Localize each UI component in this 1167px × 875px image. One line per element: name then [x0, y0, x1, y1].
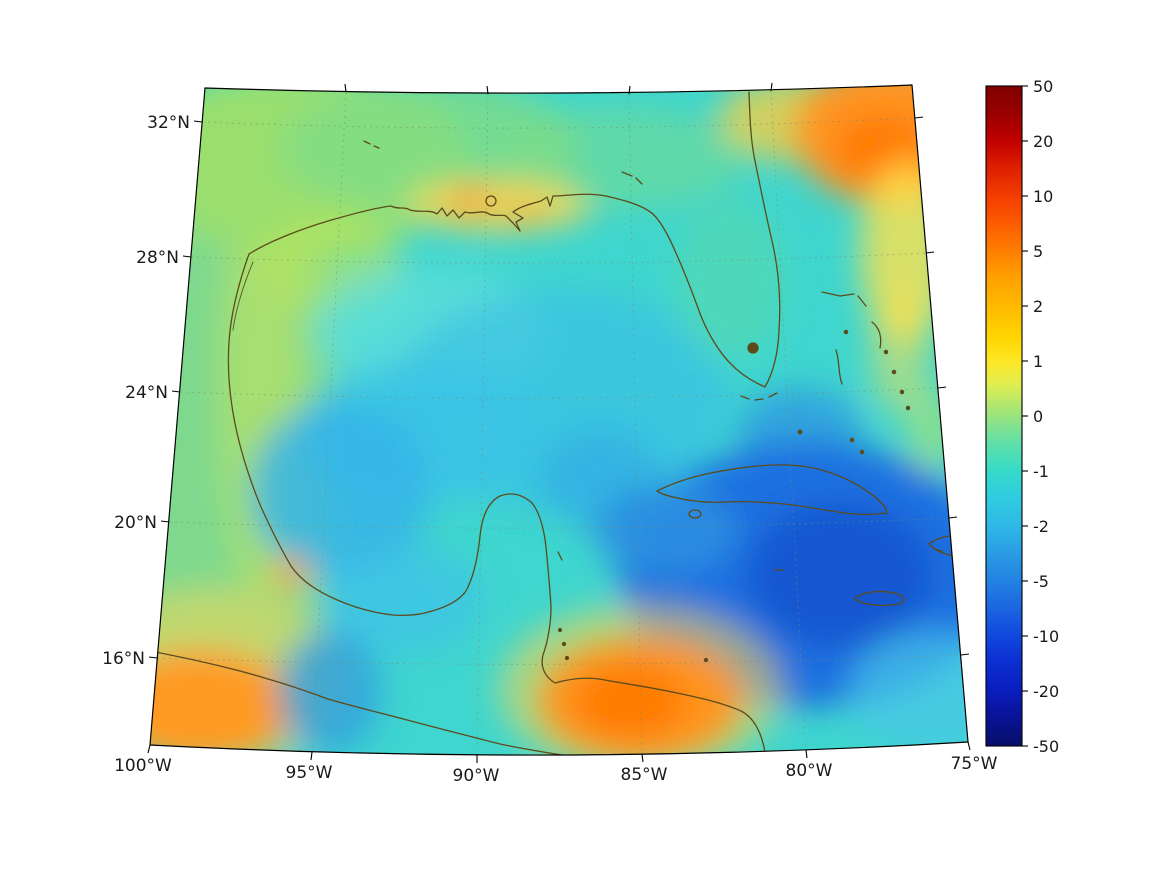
inland-lakes-texas: [363, 140, 380, 149]
cb-label-5: 5: [1033, 242, 1043, 261]
cb-label-20: 20: [1033, 132, 1053, 151]
lon-label-100w: 100°W: [114, 756, 172, 776]
cb-label-0: 0: [1033, 407, 1043, 426]
colorbar: 50 20 10 5 2 1 0 -1 -2 -5 -10 -20 -50: [985, 77, 1059, 756]
coast-cuba: [656, 464, 888, 516]
lat-labels: 32°N 28°N 24°N 20°N 16°N: [102, 113, 190, 669]
map-panel: [150, 85, 968, 756]
coast-mexico-yucatan: [227, 253, 766, 753]
lake-okeechobee: [747, 342, 759, 354]
cb-label-m1: -1: [1033, 462, 1049, 481]
lon-label-95w: 95°W: [286, 763, 333, 783]
belize-cay: [557, 627, 563, 633]
lat-label-32n: 32°N: [147, 113, 190, 133]
map-frame: [149, 84, 969, 756]
parallel-20n: [168, 517, 950, 529]
lat-label-24n: 24°N: [125, 383, 168, 403]
inland-marks-georgia: [621, 171, 643, 185]
lon-labels: 100°W 95°W 90°W 85°W 80°W 75°W: [114, 754, 998, 786]
lake-pontchartrain: [485, 195, 497, 207]
cb-label-2: 2: [1033, 297, 1043, 316]
graticule: [156, 90, 962, 756]
lat-label-16n: 16°N: [102, 649, 145, 669]
axis-ticks: [147, 82, 971, 763]
coast-us-gulf-florida: [248, 91, 781, 388]
cb-label-m2: -2: [1033, 517, 1049, 536]
parallel-16n: [156, 654, 962, 665]
swan-island: [703, 657, 709, 663]
cb-label-m20: -20: [1033, 682, 1059, 701]
lon-label-90w: 90°W: [453, 766, 500, 786]
coastlines: [150, 91, 968, 756]
cb-label-10: 10: [1033, 187, 1053, 206]
belize-cay: [561, 641, 567, 647]
belize-cay: [564, 655, 570, 661]
gonave-island: [933, 548, 943, 552]
colorbar-labels: 50 20 10 5 2 1 0 -1 -2 -5 -10 -20 -50: [1033, 77, 1059, 756]
bahamas-islands: [797, 291, 911, 455]
field-blobs: [150, 85, 968, 756]
lon-label-85w: 85°W: [621, 765, 668, 785]
lat-label-20n: 20°N: [114, 513, 157, 533]
coast-texas-barrier: [232, 261, 254, 331]
colorbar-ticks: [1022, 85, 1028, 747]
parallel-28n: [190, 252, 927, 264]
lat-label-28n: 28°N: [136, 248, 179, 268]
cb-label-50: 50: [1033, 77, 1053, 96]
coast-jamaica: [854, 590, 905, 607]
coast-pacific: [150, 650, 581, 756]
colorbar-gradient: [985, 85, 1023, 747]
florida-keys: [740, 392, 778, 401]
cb-label-m10: -10: [1033, 627, 1059, 646]
lon-label-75w: 75°W: [951, 754, 998, 774]
cb-label-m50: -50: [1033, 737, 1059, 756]
cb-label-m5: -5: [1033, 572, 1049, 591]
lon-label-80w: 80°W: [786, 761, 833, 781]
parallel-24n: [179, 387, 939, 399]
cozumel-island: [557, 551, 563, 561]
cb-label-1: 1: [1033, 352, 1043, 371]
isla-juventud: [688, 509, 702, 519]
